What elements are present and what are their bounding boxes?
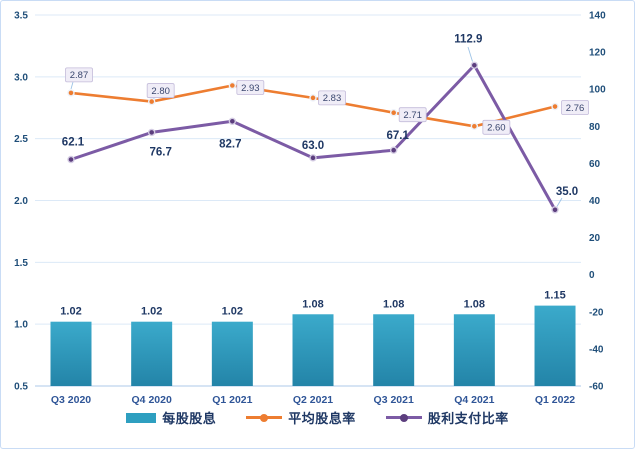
left-axis-tick-label: 3.0 [14,72,28,83]
average-yield-value-label: 2.93 [241,83,260,94]
average-yield-marker [309,94,317,102]
left-axis-tick-label: 2.0 [14,196,28,207]
bar-dividend-per-share [534,305,576,386]
chart-svg: 3.5 3.0 2.5 2.0 1.5 1.0 0.5 140 120 100 80 60 40 20 0 -… [14,11,606,407]
average-yield-value-label: 2.87 [70,70,89,81]
payout-ratio-marker [389,146,398,154]
category-label: Q4 2021 [454,394,494,406]
legend-item-payout-ratio: 股利支付比率 [385,408,509,427]
legend-item-dividend-per-share: 每股股息 [126,408,216,427]
legend-label-payout-ratio: 股利支付比率 [427,411,509,426]
average-yield-marker [147,97,156,106]
legend-label-dividend-per-share: 每股股息 [162,411,217,426]
left-axis-tick-label: 3.5 [14,11,28,22]
leader-line [70,81,74,90]
average-yield-label-box [561,100,589,115]
bar-value-label: 1.08 [464,298,485,310]
bar-dividend-per-share [292,314,334,386]
category-label: Q2 2021 [293,394,333,406]
payout-ratio-value-label: 82.7 [219,138,241,150]
leader-line [556,197,563,207]
average-yield-marker [389,108,398,117]
right-axis-tick-label: 20 [589,233,601,244]
category-label: Q3 2021 [374,394,414,406]
payout-ratio-marker [147,128,156,137]
payout-ratio-value-label: 76.7 [149,146,171,158]
average-yield-value-label: 2.83 [323,93,342,104]
legend-label-average-yield: 平均股息率 [288,411,356,426]
bar-value-label: 1.15 [544,290,565,302]
right-axis-tick-label: 100 [589,85,606,96]
average-yield-value-label: 2.76 [566,103,585,114]
average-yield-value-label: 2.80 [151,86,170,97]
category-label: Q4 2020 [132,394,172,406]
bar-value-label: 1.08 [302,298,323,310]
average-yield-line [69,84,557,128]
bar-dividend-per-share [211,321,253,386]
legend-item-average-yield: 平均股息率 [246,408,356,427]
orange-dot-icon [260,413,269,422]
payout-ratio-marker [551,206,559,214]
right-axis-tick-label: 140 [589,11,606,22]
left-axis-tick-label: 1.0 [14,320,28,331]
payout-ratio-marker [309,154,317,162]
average-yield-label-box [236,80,265,95]
leader-line [467,46,473,62]
average-yield-label-box [146,83,175,98]
orange-line-swatch-icon [246,413,283,422]
bar-dividend-per-share [50,321,92,386]
right-axis-tick-label: -40 [589,344,604,355]
average-yield-label-box [482,119,511,135]
right-axis-tick-label: -20 [589,307,604,318]
bar-value-label: 1.02 [60,306,81,318]
average-yield-marker [228,81,237,90]
left-axis-tick-label: 1.5 [14,258,28,269]
average-yield-marker [551,102,559,111]
right-axis-tick-label: -60 [589,382,604,393]
payout-ratio-value-label: 67.1 [386,130,409,142]
average-yield-marker [67,89,75,97]
category-label: Q1 2021 [212,394,252,406]
payout-ratio-value-label: 63.0 [302,140,324,152]
payout-ratio-value-label: 62.1 [62,137,85,149]
right-axis-tick-label: 60 [589,159,601,170]
bar-dividend-per-share [453,314,495,386]
bar-dividend-per-share [373,314,415,386]
bar-swatch-icon [126,412,157,423]
purple-dot-icon [399,413,408,422]
average-yield-value-label: 2.60 [487,123,506,134]
category-label: Q1 2022 [535,394,575,406]
bar-value-label: 1.08 [383,298,404,310]
average-yield-label-box [398,107,427,123]
average-yield-label-box [318,90,346,106]
payout-ratio-value-label: 35.0 [556,186,578,198]
payout-ratio-marker [67,155,75,164]
bar-value-label: 1.02 [141,306,162,318]
bar-value-label: 1.02 [222,306,243,318]
right-axis-tick-label: 0 [589,270,595,281]
right-axis-tick-label: 40 [589,196,601,207]
payout-ratio-marker [228,117,237,125]
bar-dividend-per-share [131,321,173,386]
payout-ratio-marker [470,61,479,69]
category-label: Q3 2020 [51,394,91,406]
average-yield-marker [470,122,479,131]
average-yield-value-label: 2.71 [403,110,422,121]
payout-ratio-value-label: 112.9 [454,33,482,45]
right-axis-tick-label: 120 [589,48,606,59]
right-axis-tick-label: 80 [589,122,601,133]
left-axis-tick-label: 0.5 [14,382,28,393]
payout-ratio-line [69,63,557,212]
purple-line-swatch-icon [385,413,422,422]
average-yield-label-box [65,67,93,83]
left-axis-tick-label: 2.5 [14,134,28,145]
chart-legend: 每股股息 平均股息率 股利支付比率 [1,408,634,427]
